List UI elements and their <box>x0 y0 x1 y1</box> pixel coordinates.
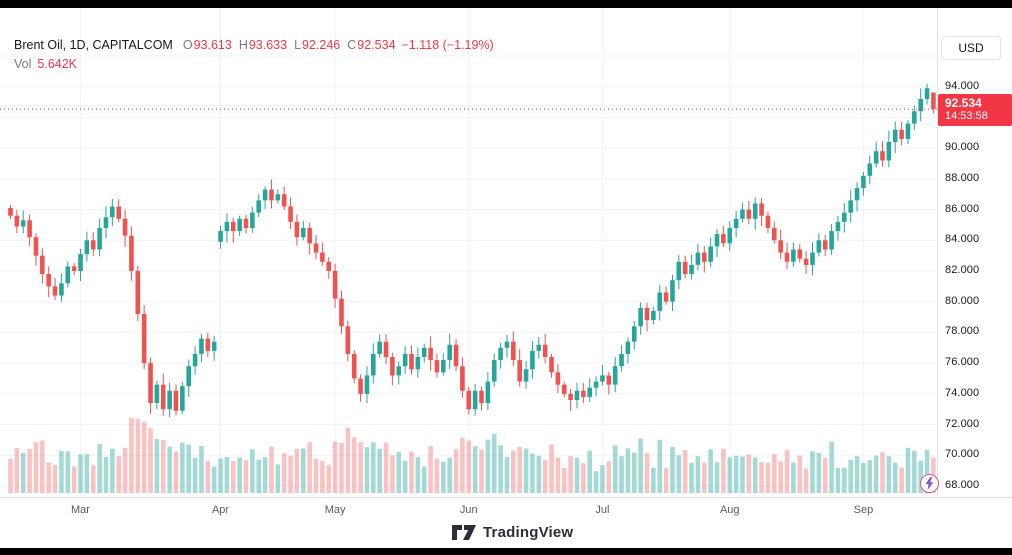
low-label: L <box>294 38 302 52</box>
month-tick-label: Mar <box>71 504 90 516</box>
symbol-legend: Brent Oil, 1D, CAPITALCOM O93.613 H93.633 L… <box>14 36 494 74</box>
month-tick-label: Apr <box>211 504 230 516</box>
tradingview-mark-icon <box>452 525 476 540</box>
price-scale[interactable]: 96.00094.00090.00088.00086.00084.00082.0… <box>937 8 1012 497</box>
price-tick-label: 90.000 <box>945 141 980 154</box>
legend-volume-row: Vol 5.642K <box>14 55 494 74</box>
candlestick-chart-canvas[interactable] <box>0 0 1012 520</box>
volume-label: Vol <box>14 57 32 71</box>
price-tick-label: 94.000 <box>945 79 980 92</box>
legend-ohlc-row: Brent Oil, 1D, CAPITALCOM O93.613 H93.633 L… <box>14 36 494 55</box>
currency-button[interactable]: USD <box>941 36 1001 60</box>
price-tick-label: 80.000 <box>945 294 980 307</box>
open-value: 93.613 <box>193 38 232 52</box>
month-tick-label: Aug <box>719 504 740 516</box>
lightning-bolt-glyph <box>925 477 934 490</box>
last-price-badge: 92.534 14:53:58 <box>938 94 1012 127</box>
high-label: H <box>238 38 248 52</box>
price-tick-label: 86.000 <box>945 202 980 215</box>
tradingview-logo[interactable]: TradingView <box>451 524 573 541</box>
symbol-title[interactable]: Brent Oil, 1D, CAPITALCOM <box>14 38 173 52</box>
close-value: 92.534 <box>357 38 396 52</box>
high-value: 93.633 <box>248 38 288 52</box>
month-tick-label: May <box>324 504 346 516</box>
price-tick-label: 76.000 <box>945 356 980 369</box>
time-axis[interactable]: Mar Apr May Jun Jul Aug Sep <box>0 497 1012 521</box>
price-tick-label: 68.000 <box>945 479 980 491</box>
lightning-badge-icon[interactable] <box>920 474 939 493</box>
top-black-bar <box>0 0 1012 8</box>
price-tick-label: 70.000 <box>945 448 980 461</box>
low-value: 92.246 <box>302 38 341 52</box>
open-label: O <box>182 38 193 52</box>
close-label: C <box>347 38 357 52</box>
price-tick-label: 88.000 <box>945 171 980 184</box>
footer: TradingView <box>0 519 1012 548</box>
last-price-value: 92.534 <box>945 96 982 111</box>
month-tick-label: Jul <box>595 504 610 516</box>
price-tick-label: 72.000 <box>945 417 980 430</box>
change-value: −1.118 (−1.19%) <box>401 38 494 52</box>
volume-value: 5.642K <box>37 57 78 71</box>
bottom-black-bar <box>0 548 1012 555</box>
price-tick-label: 84.000 <box>945 233 980 246</box>
price-tick-label: 74.000 <box>945 386 980 399</box>
price-tick-label: 78.000 <box>945 325 980 338</box>
month-tick-label: Sep <box>853 504 874 516</box>
month-tick-label: Jun <box>459 504 478 516</box>
tradingview-wordmark: TradingView <box>483 524 574 541</box>
countdown-timer: 14:53:58 <box>945 110 988 123</box>
price-tick-label: 82.000 <box>945 264 980 276</box>
